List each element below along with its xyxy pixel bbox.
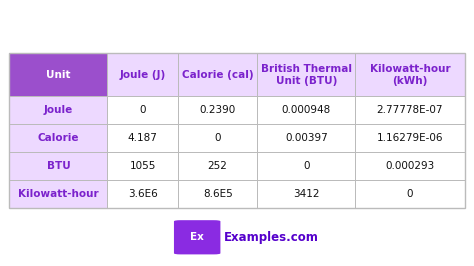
Text: 0.2390: 0.2390 bbox=[200, 105, 236, 115]
Bar bbox=[257, 152, 356, 180]
Bar bbox=[356, 96, 465, 124]
Text: Kilowatt-hour
(kWh): Kilowatt-hour (kWh) bbox=[370, 64, 450, 85]
Bar bbox=[9, 53, 107, 96]
Bar bbox=[356, 53, 465, 96]
Text: Kilowatt-hour: Kilowatt-hour bbox=[18, 189, 99, 199]
Text: 0: 0 bbox=[214, 133, 221, 143]
Bar bbox=[107, 152, 178, 180]
Bar bbox=[356, 152, 465, 180]
Text: 0: 0 bbox=[303, 161, 310, 171]
FancyBboxPatch shape bbox=[174, 220, 220, 254]
Bar bbox=[9, 180, 107, 208]
Text: 4.187: 4.187 bbox=[128, 133, 157, 143]
Bar bbox=[107, 152, 178, 180]
Text: Ex: Ex bbox=[190, 232, 204, 242]
Text: Joule: Joule bbox=[44, 105, 73, 115]
Text: 0.000293: 0.000293 bbox=[385, 161, 435, 171]
Text: 0.00397: 0.00397 bbox=[285, 133, 328, 143]
Bar bbox=[178, 96, 257, 124]
Bar bbox=[107, 96, 178, 124]
Text: 2.77778E-07: 2.77778E-07 bbox=[377, 105, 443, 115]
Bar bbox=[9, 180, 107, 208]
Bar bbox=[178, 180, 257, 208]
Bar bbox=[257, 124, 356, 152]
Text: 1055: 1055 bbox=[129, 161, 156, 171]
Bar bbox=[178, 53, 257, 96]
Bar bbox=[178, 53, 257, 96]
Bar bbox=[356, 53, 465, 96]
Bar bbox=[107, 180, 178, 208]
Bar bbox=[257, 152, 356, 180]
Text: Examples.com: Examples.com bbox=[224, 231, 319, 244]
Bar bbox=[9, 152, 107, 180]
Bar bbox=[9, 152, 107, 180]
Bar bbox=[178, 152, 257, 180]
Text: British Thermal
Unit (BTU): British Thermal Unit (BTU) bbox=[261, 64, 352, 85]
Text: 252: 252 bbox=[208, 161, 228, 171]
Bar bbox=[257, 53, 356, 96]
Bar bbox=[257, 53, 356, 96]
Bar bbox=[178, 96, 257, 124]
Bar bbox=[178, 124, 257, 152]
Text: 0: 0 bbox=[139, 105, 146, 115]
Text: 3412: 3412 bbox=[293, 189, 319, 199]
Text: 0.000948: 0.000948 bbox=[282, 105, 331, 115]
Text: CONVERSION OF ENERGY UNITS: CONVERSION OF ENERGY UNITS bbox=[69, 13, 405, 32]
Bar bbox=[107, 53, 178, 96]
Bar bbox=[107, 180, 178, 208]
Bar bbox=[107, 124, 178, 152]
Text: Calorie: Calorie bbox=[37, 133, 79, 143]
Bar bbox=[257, 180, 356, 208]
Bar bbox=[178, 152, 257, 180]
Text: BTU: BTU bbox=[46, 161, 70, 171]
Bar bbox=[257, 96, 356, 124]
Text: Calorie (cal): Calorie (cal) bbox=[182, 70, 254, 80]
Bar bbox=[356, 124, 465, 152]
Bar bbox=[9, 124, 107, 152]
Text: Joule (J): Joule (J) bbox=[119, 70, 166, 80]
Bar bbox=[356, 96, 465, 124]
Bar bbox=[9, 124, 107, 152]
Bar bbox=[356, 124, 465, 152]
Text: 3.6E6: 3.6E6 bbox=[128, 189, 157, 199]
Text: 0: 0 bbox=[407, 189, 413, 199]
Bar bbox=[107, 53, 178, 96]
Bar bbox=[356, 152, 465, 180]
Bar bbox=[107, 124, 178, 152]
Bar bbox=[178, 180, 257, 208]
Text: Unit: Unit bbox=[46, 70, 71, 80]
Bar bbox=[257, 124, 356, 152]
Bar bbox=[257, 96, 356, 124]
Text: 8.6E5: 8.6E5 bbox=[203, 189, 233, 199]
Bar bbox=[356, 180, 465, 208]
Bar bbox=[178, 124, 257, 152]
Bar bbox=[9, 53, 107, 96]
Bar bbox=[257, 180, 356, 208]
Bar bbox=[9, 96, 107, 124]
Text: 1.16279E-06: 1.16279E-06 bbox=[377, 133, 443, 143]
Bar bbox=[356, 180, 465, 208]
Bar bbox=[107, 96, 178, 124]
Bar bbox=[9, 96, 107, 124]
